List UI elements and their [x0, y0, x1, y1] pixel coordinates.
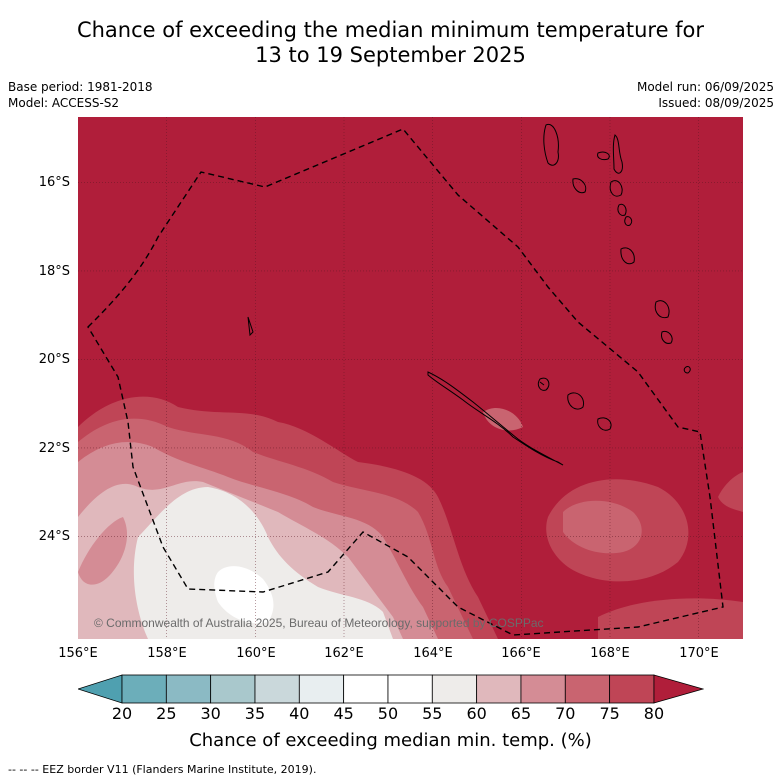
- model-name: Model: ACCESS-S2: [8, 96, 120, 110]
- colorbar-segment: [476, 674, 522, 704]
- lon-label-156e: 156°E: [58, 646, 98, 661]
- colorbar-tick-label: 30: [200, 704, 221, 723]
- lon-label-166e: 166°E: [501, 646, 541, 661]
- colorbar-label: Chance of exceeding median min. temp. (%…: [189, 730, 592, 751]
- eez-legend-note: -- -- -- EEZ border V11 (Flanders Marine…: [8, 763, 317, 776]
- map-svg: © Commonwealth of Australia 2025, Bureau…: [78, 117, 743, 639]
- small-islands-outline: [247, 316, 691, 386]
- meta-right: Model run: 06/09/2025 Issued: 08/09/2025: [637, 79, 774, 111]
- issued-date: Issued: 08/09/2025: [658, 96, 774, 110]
- colorbar-tick-label: 80: [643, 704, 665, 723]
- colorbar-tick-label: 35: [244, 704, 266, 723]
- colorbar-tick-label: 20: [111, 704, 133, 723]
- colorbar: [76, 674, 705, 704]
- colorbar-tick-label: 40: [289, 704, 310, 723]
- colorbar-segment: [121, 674, 167, 704]
- lon-label-162e: 162°E: [324, 646, 364, 661]
- lat-label-16s: 16°S: [38, 175, 70, 190]
- title-line-1: Chance of exceeding the median minimum t…: [76, 18, 705, 42]
- colorbar-tick-label: 55: [422, 704, 443, 723]
- colorbar-segments: [76, 674, 705, 704]
- colorbar-segment: [520, 674, 566, 704]
- colorbar-segment: [387, 674, 433, 704]
- gridlines: [78, 117, 743, 639]
- lat-label-24s: 24°S: [38, 529, 70, 544]
- lon-label-160e: 160°E: [236, 646, 276, 661]
- title-line-2: 13 to 19 September 2025: [255, 43, 526, 67]
- colorbar-tick-label: 25: [156, 704, 177, 723]
- lon-label-170e: 170°E: [679, 646, 719, 661]
- new-caledonia-outline: [427, 371, 564, 466]
- colorbar-segment: [298, 674, 345, 704]
- lat-label-20s: 20°S: [38, 352, 70, 367]
- colorbar-segment: [254, 674, 300, 704]
- colorbar-tick-label: 70: [555, 704, 576, 723]
- loyalty-islands-outline: [537, 377, 612, 431]
- lon-label-158e: 158°E: [147, 646, 187, 661]
- lat-label-22s: 22°S: [38, 441, 70, 456]
- colorbar-segment: [210, 674, 256, 704]
- copyright-text: © Commonwealth of Australia 2025, Bureau…: [94, 616, 544, 630]
- colorbar-segment: [564, 674, 611, 704]
- vanuatu-espiritu-santo-outline: [543, 123, 559, 166]
- colorbar-segment: [165, 674, 212, 704]
- model-run: Model run: 06/09/2025: [636, 80, 774, 94]
- lon-label-168e: 168°E: [590, 646, 630, 661]
- colorbar-tick-label: 45: [333, 704, 354, 723]
- colorbar-tick-label: 60: [466, 704, 487, 723]
- map-panel: © Commonwealth of Australia 2025, Bureau…: [78, 117, 743, 639]
- coastlines: [247, 123, 691, 466]
- colorbar-tick-label: 75: [599, 704, 620, 723]
- colorbar-max-arrow: [653, 674, 705, 704]
- map-title: Chance of exceeding the median minimum t…: [0, 18, 781, 68]
- lat-label-18s: 18°S: [38, 264, 70, 279]
- probability-contours: [78, 396, 743, 639]
- colorbar-tick-label: 65: [510, 704, 532, 723]
- colorbar-svg: [76, 674, 705, 704]
- lon-label-164e: 164°E: [413, 646, 453, 661]
- meta-left: Base period: 1981-2018 Model: ACCESS-S2: [8, 79, 153, 111]
- colorbar-tick-label: 50: [377, 704, 399, 723]
- base-period: Base period: 1981-2018: [8, 80, 153, 94]
- eez-border: [87, 128, 724, 636]
- vanuatu-islands-outline: [572, 134, 673, 344]
- colorbar-min-arrow: [76, 674, 123, 704]
- colorbar-segment: [609, 674, 655, 704]
- colorbar-segment: [431, 674, 478, 704]
- colorbar-segment: [343, 674, 389, 704]
